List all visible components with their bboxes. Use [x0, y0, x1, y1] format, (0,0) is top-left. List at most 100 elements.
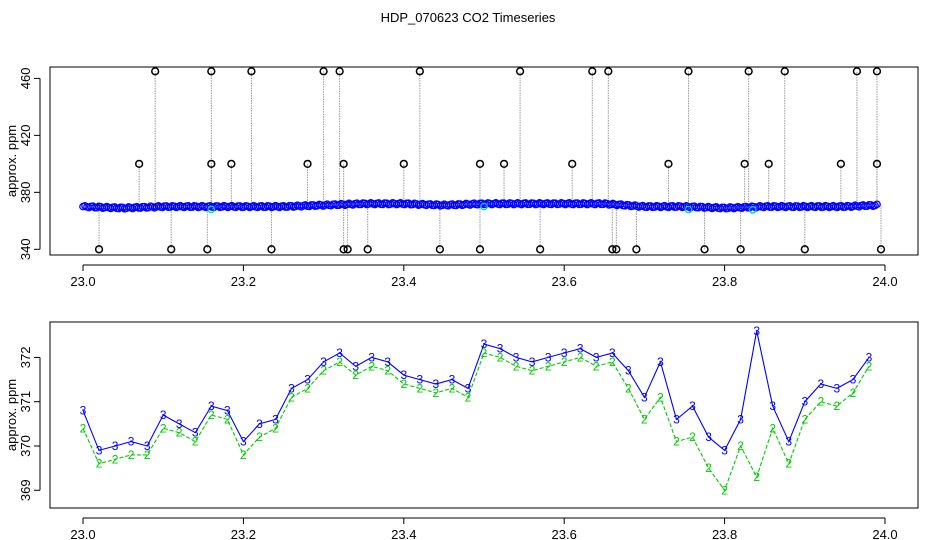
series-point-3: 3 [529, 355, 536, 369]
outlier-point [207, 67, 216, 76]
bot-x-tick-label: 24.0 [872, 527, 897, 540]
outlier-point [151, 67, 160, 76]
series-point-2: 2 [785, 457, 792, 471]
outlier-point [227, 159, 236, 168]
outlier-point [435, 245, 445, 254]
outlier-point [780, 67, 789, 76]
series-point-2: 2 [769, 421, 776, 435]
series-point-3: 3 [834, 381, 841, 395]
outlier-point [800, 245, 809, 254]
outlier-point [94, 245, 104, 254]
bottom-plot-frame [49, 321, 919, 509]
top-x-tick-label: 23.4 [391, 274, 416, 289]
series-point-3: 3 [785, 435, 792, 449]
series-point-3: 3 [433, 377, 440, 391]
series-point-3: 3 [449, 373, 456, 387]
series-point-2: 2 [545, 359, 552, 373]
series-point-2: 2 [304, 381, 311, 395]
outlier-point [568, 159, 577, 168]
outlier-point [134, 159, 144, 168]
series-point-3: 3 [801, 395, 808, 409]
series-point-2: 2 [641, 412, 648, 426]
series-point-2: 2 [433, 386, 440, 400]
series-point-2: 2 [96, 457, 103, 471]
outlier-point [475, 159, 485, 168]
outlier-point [736, 245, 745, 254]
series-point-2: 2 [593, 359, 600, 373]
series-point-3: 3 [416, 373, 423, 387]
series-point-2: 2 [689, 430, 696, 444]
series-point-3: 3 [737, 412, 744, 426]
outlier-point [876, 245, 886, 254]
series-point-3: 3 [288, 381, 295, 395]
top-x-tick-label: 23.0 [70, 274, 95, 289]
series-point-2: 2 [288, 390, 295, 404]
top-y-tick-label: 420 [18, 125, 33, 147]
bot-y-tick-label: 369 [18, 479, 33, 501]
outlier-point [339, 245, 348, 254]
outlier-point [303, 159, 312, 168]
bot-y-tick-label: 371 [18, 391, 33, 413]
series-point-2: 2 [384, 364, 391, 378]
outlier-point [836, 159, 846, 168]
baseline-point [873, 200, 881, 209]
bot-y-tick-label: 370 [18, 435, 33, 457]
outlier-point [684, 67, 693, 76]
series-point-3: 3 [368, 350, 375, 364]
outlier-point [872, 159, 882, 168]
outlier-point [339, 159, 348, 168]
series-point-3: 3 [673, 412, 680, 426]
top-panel: 23.0 23.2 23.4 23.6 23.8 24.0 340 380 420 460 ap… [4, 66, 919, 289]
top-x-tick-label: 23.6 [552, 274, 577, 289]
top-y-tick-label: 380 [18, 181, 33, 203]
series-point-2: 2 [208, 408, 215, 422]
series-point-3: 3 [481, 337, 488, 351]
series-point-2: 2 [481, 346, 488, 360]
outlier-point [515, 67, 525, 76]
series-point-2: 2 [256, 430, 263, 444]
bot-x-tick-label: 23.0 [70, 527, 95, 540]
series-point-2: 2 [801, 412, 808, 426]
outlier-point [700, 245, 709, 254]
cyan-point [684, 205, 693, 214]
bottom-y-axis-title: approx. ppm [4, 379, 19, 451]
series-point-2: 2 [753, 470, 760, 484]
series-point-3: 3 [352, 359, 359, 373]
series-point-2: 2 [80, 421, 87, 435]
series-point-3: 3 [224, 404, 231, 418]
series-point-3: 3 [144, 439, 151, 453]
series-point-3: 3 [384, 355, 391, 369]
series-point-3: 3 [817, 377, 824, 391]
top-x-tick-label: 24.0 [872, 274, 897, 289]
series-point-2: 2 [866, 359, 873, 373]
series-point-2: 2 [160, 421, 167, 435]
series-point-3: 3 [160, 408, 167, 422]
series-point-2: 2 [416, 381, 423, 395]
top-y-tick-label: 460 [18, 68, 33, 90]
outlier-point [399, 159, 408, 168]
outlier-point [852, 67, 862, 76]
series-point-3: 3 [769, 399, 776, 413]
chart-title: HDP_070623 CO2 Timeseries [381, 10, 556, 25]
series-point-3: 3 [545, 350, 552, 364]
series-point-2: 2 [721, 483, 728, 497]
outlier-point [335, 67, 344, 76]
outlier-point [203, 245, 212, 254]
series-point-2: 2 [513, 359, 520, 373]
series-point-3: 3 [400, 368, 407, 382]
series-point-2: 2 [850, 386, 857, 400]
series-point-2: 2 [657, 390, 664, 404]
bottom-x-axis: 23.0 23.2 23.4 23.6 23.8 24.0 [70, 517, 898, 540]
top-x-tick-label: 23.2 [231, 274, 256, 289]
series-point-3: 3 [866, 350, 873, 364]
series-point-2: 2 [561, 355, 568, 369]
top-y-axis: 340 380 420 460 [18, 68, 41, 260]
top-plot-frame [49, 66, 919, 256]
series-point-3: 3 [192, 426, 199, 440]
outlier-point [764, 159, 773, 168]
series-point-3: 3 [256, 417, 263, 431]
series-point-2: 2 [128, 448, 135, 462]
top-x-tick-label: 23.8 [712, 274, 737, 289]
series-point-3: 3 [561, 346, 568, 360]
